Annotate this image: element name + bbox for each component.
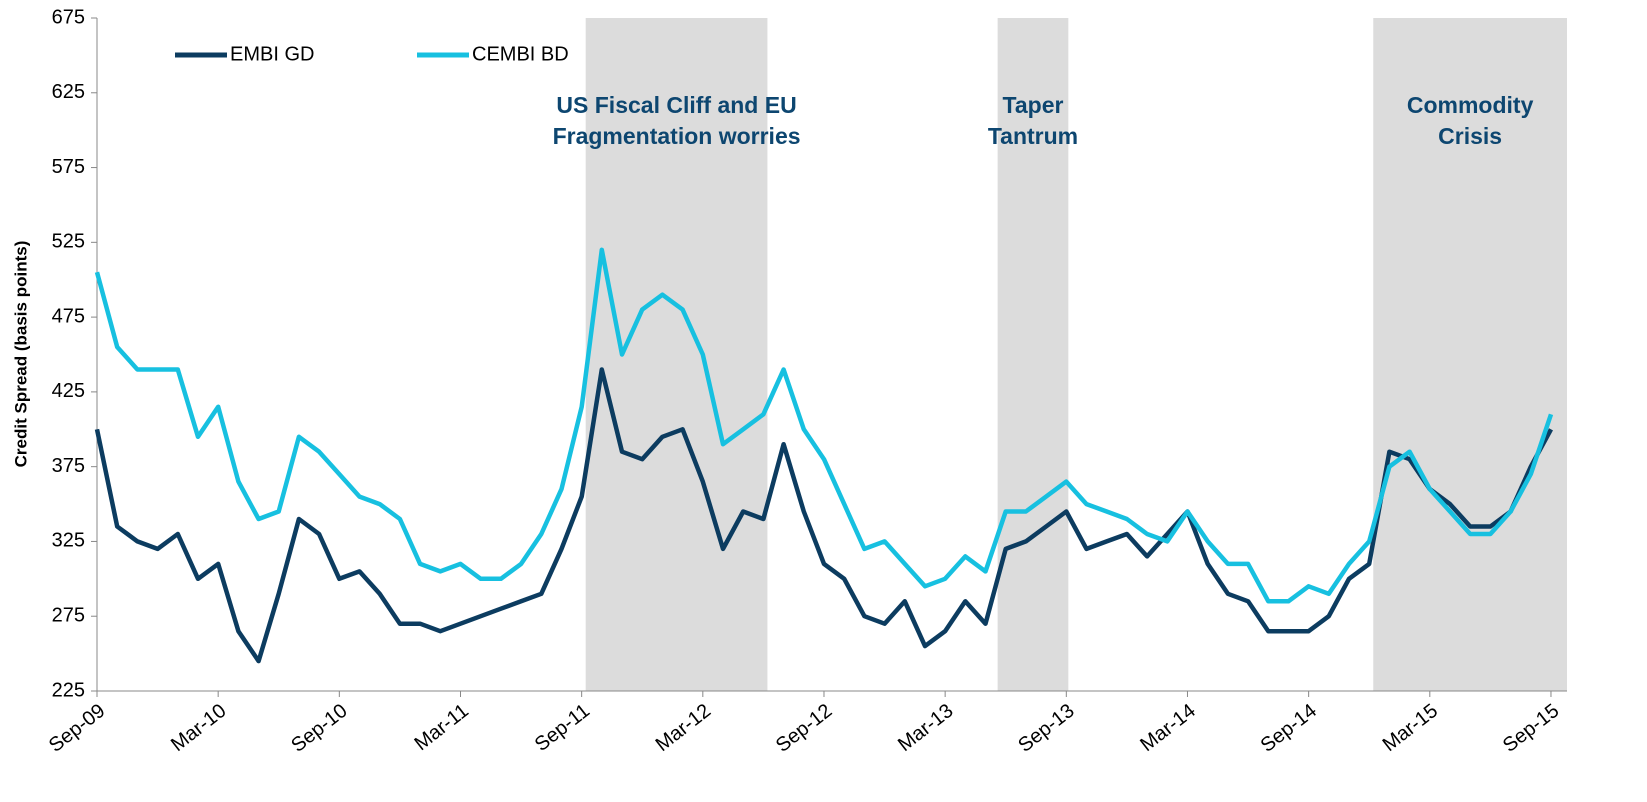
shaded-region (585, 18, 768, 691)
y-tick-label: 575 (52, 156, 85, 178)
x-tick-label: Sep-09 (45, 700, 109, 757)
x-tick-label: Sep-11 (531, 700, 594, 756)
annotation: Taper (1003, 92, 1064, 118)
x-tick-label: Sep-13 (1014, 700, 1078, 757)
x-tick-label: Mar-15 (1379, 700, 1442, 756)
y-tick-label: 525 (52, 231, 85, 253)
shaded-region (997, 18, 1069, 691)
series-line (94, 247, 1554, 604)
x-tick-label: Mar-14 (1136, 700, 1199, 756)
y-tick-label: 425 (52, 380, 85, 402)
y-tick-label: 475 (52, 305, 85, 327)
shaded-region (1373, 18, 1567, 691)
x-tick-label: Mar-10 (167, 700, 230, 756)
x-tick-label: Mar-11 (411, 700, 473, 755)
y-tick-label: 375 (52, 455, 85, 477)
annotation: Commodity (1407, 92, 1534, 118)
y-tick-label: 675 (52, 6, 85, 28)
y-tick-label: 225 (52, 679, 85, 701)
annotation: Crisis (1438, 123, 1502, 149)
x-tick-label: Sep-15 (1499, 700, 1563, 757)
series-line (94, 367, 1553, 664)
x-tick-label: Sep-10 (287, 700, 351, 757)
x-tick-label: Sep-12 (772, 700, 836, 757)
annotation: US Fiscal Cliff and EU (556, 92, 796, 118)
legend-label: EMBI GD (230, 43, 314, 65)
legend-label: CEMBI BD (472, 43, 569, 65)
x-tick-label: Mar-13 (894, 700, 957, 756)
annotation: Tantrum (988, 123, 1078, 149)
x-tick-label: Sep-14 (1257, 700, 1321, 757)
y-tick-label: 625 (52, 81, 85, 103)
x-tick-label: Mar-12 (652, 700, 715, 756)
annotation: Fragmentation worries (553, 123, 801, 149)
y-tick-label: 275 (52, 605, 85, 627)
y-tick-label: 325 (52, 530, 85, 552)
y-axis-label: Credit Spread (basis points) (11, 241, 30, 468)
